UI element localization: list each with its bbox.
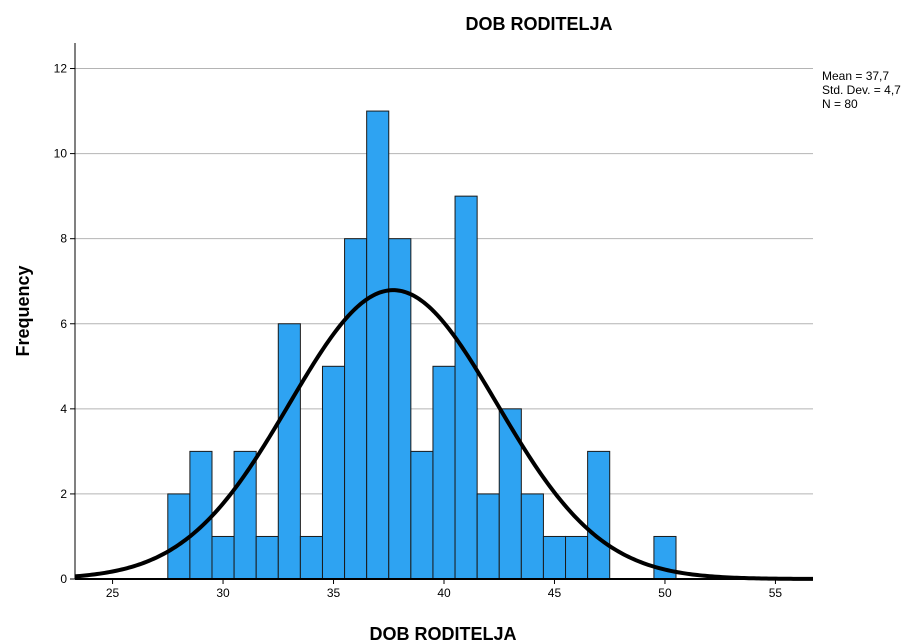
y-tick-label: 8 bbox=[60, 232, 67, 246]
histogram-bar bbox=[299, 535, 323, 580]
y-tick-label: 0 bbox=[60, 572, 67, 586]
y-tick-label: 4 bbox=[60, 402, 67, 416]
stats-std-dev: Std. Dev. = 4,7 bbox=[822, 83, 901, 97]
x-tick-label: 50 bbox=[658, 586, 672, 600]
stats-n: N = 80 bbox=[822, 97, 858, 111]
histogram-bar bbox=[476, 493, 500, 580]
x-tick-labels: 25 30 35 40 45 50 55 bbox=[106, 579, 783, 600]
histogram-bar bbox=[321, 365, 346, 580]
normal-curve bbox=[74, 288, 814, 581]
histogram-bar bbox=[587, 450, 611, 580]
x-tick-label: 30 bbox=[216, 586, 230, 600]
x-tick-label: 40 bbox=[437, 586, 451, 600]
x-tick-label: 25 bbox=[106, 586, 120, 600]
histogram-bar bbox=[277, 323, 301, 580]
histogram-bar bbox=[255, 535, 279, 580]
histogram-bar bbox=[454, 195, 478, 580]
histogram-bar bbox=[565, 535, 589, 580]
stats-mean: Mean = 37,7 bbox=[822, 69, 889, 83]
x-tick-label: 35 bbox=[327, 586, 341, 600]
x-axis-title: DOB RODITELJA bbox=[369, 624, 516, 641]
histogram-bar bbox=[233, 450, 257, 580]
histogram-bar bbox=[344, 238, 368, 580]
histogram-bar bbox=[189, 450, 213, 580]
histogram-bar bbox=[432, 365, 456, 580]
chart-title: DOB RODITELJA bbox=[465, 14, 612, 34]
y-tick-label: 10 bbox=[54, 147, 68, 161]
histogram-bar bbox=[211, 535, 235, 580]
x-tick-label: 45 bbox=[548, 586, 562, 600]
histogram-bar bbox=[167, 493, 191, 580]
y-tick-labels: 0 2 4 6 8 10 12 bbox=[54, 62, 75, 586]
histogram-bar bbox=[410, 450, 434, 580]
y-tick-label: 2 bbox=[60, 487, 67, 501]
stats-box: Mean = 37,7 Std. Dev. = 4,7 N = 80 bbox=[822, 69, 901, 111]
histogram-bar bbox=[498, 408, 522, 580]
y-axis-title: Frequency bbox=[13, 265, 33, 356]
histogram-bar bbox=[542, 535, 567, 580]
y-tick-label: 12 bbox=[54, 62, 68, 76]
y-tick-label: 6 bbox=[60, 317, 67, 331]
histogram-bar bbox=[366, 110, 390, 580]
histogram-bars bbox=[167, 110, 677, 580]
x-tick-label: 55 bbox=[769, 586, 783, 600]
histogram-bar bbox=[520, 493, 544, 580]
